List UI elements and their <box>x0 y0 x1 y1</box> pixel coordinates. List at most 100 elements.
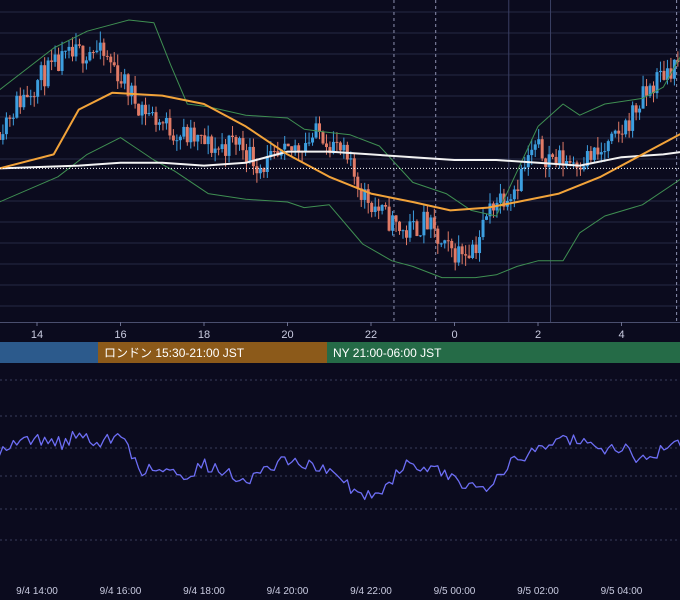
candle-up <box>391 215 395 231</box>
candle-up <box>349 158 353 160</box>
oscillator-axis-label: 9/4 14:00 <box>16 586 58 597</box>
candle-down <box>119 81 123 84</box>
candle-up <box>39 65 43 81</box>
candle-down <box>241 138 245 151</box>
candle-down <box>224 144 228 156</box>
candle-down <box>32 96 36 98</box>
candle-up <box>213 148 217 153</box>
candle-up <box>411 221 415 223</box>
candle-down <box>272 150 276 152</box>
candle-down <box>161 122 165 124</box>
candle-down <box>645 86 649 96</box>
candle-down <box>126 74 130 97</box>
candle-up <box>418 235 422 237</box>
candle-down <box>144 104 148 115</box>
candle-up <box>672 59 676 79</box>
candle-down <box>217 148 221 150</box>
session-ny-bar: NY 21:00-06:00 JST <box>327 342 680 363</box>
candle-up <box>481 219 485 238</box>
oscillator-background <box>0 368 680 600</box>
candle-down <box>109 56 113 63</box>
candle-down <box>356 176 360 189</box>
candle-up <box>457 246 461 263</box>
candle-up <box>471 244 475 259</box>
oscillator-axis-label: 9/4 16:00 <box>100 586 142 597</box>
candle-down <box>370 202 374 213</box>
candle-down <box>554 156 558 164</box>
candle-down <box>70 46 74 57</box>
candle-up <box>283 143 287 150</box>
candle-down <box>255 166 259 174</box>
candle-down <box>404 230 408 238</box>
candle-up <box>88 52 92 61</box>
candle-down <box>297 145 301 151</box>
oscillator-axis-label: 9/5 00:00 <box>434 586 476 597</box>
candle-down <box>231 135 235 137</box>
candle-up <box>220 144 224 150</box>
candle-up <box>342 144 346 151</box>
candle-down <box>596 147 600 155</box>
candle-up <box>537 139 541 145</box>
candle-up <box>624 120 628 135</box>
candle-up <box>36 80 40 97</box>
candle-up <box>11 117 15 119</box>
candle-up <box>478 237 482 254</box>
candle-down <box>467 255 471 259</box>
candle-up <box>641 86 645 109</box>
candle-up <box>182 126 186 137</box>
candle-up <box>196 134 200 142</box>
candle-up <box>29 96 33 98</box>
candle-up <box>401 230 405 232</box>
oscillator-axis-label: 9/4 20:00 <box>267 586 309 597</box>
candle-down <box>286 143 290 147</box>
moving-average-long-line <box>0 150 680 170</box>
candle-down <box>290 146 294 151</box>
time-axis-label: 20 <box>281 329 293 341</box>
candle-down <box>366 189 370 203</box>
candle-down <box>0 132 1 140</box>
candle-down <box>57 54 61 71</box>
candle-down <box>324 143 328 148</box>
candle-up <box>512 189 516 200</box>
bollinger-upper-line <box>0 19 680 217</box>
candle-down <box>50 60 54 62</box>
candle-down <box>321 131 325 144</box>
candle-up <box>592 147 596 160</box>
candle-up <box>269 150 273 157</box>
oscillator-axis-label: 9/5 04:00 <box>601 586 643 597</box>
candle-up <box>498 193 502 203</box>
candle-down <box>154 112 158 125</box>
candle-down <box>171 135 175 141</box>
time-axis-label: 18 <box>198 329 210 341</box>
candle-down <box>318 123 322 132</box>
candle-up <box>599 152 603 155</box>
candle-down <box>102 42 106 56</box>
time-axis-label: 16 <box>114 329 126 341</box>
candle-up <box>422 211 426 236</box>
candle-up <box>585 151 589 167</box>
candle-down <box>652 85 656 94</box>
oscillator-chart: 9/4 14:00 9/4 16:00 9/4 18:00 9/4 20:00 9/4 … <box>0 368 680 600</box>
candle-down <box>328 147 332 154</box>
candle-down <box>516 189 520 191</box>
candle-down <box>18 95 22 108</box>
time-axis-label: 14 <box>31 329 43 341</box>
candle-up <box>373 206 377 213</box>
candle-down <box>116 65 120 82</box>
candle-down <box>203 135 207 145</box>
candle-down <box>105 55 109 57</box>
time-axis-label: 22 <box>365 329 377 341</box>
candle-up <box>95 50 99 53</box>
candle-up <box>46 60 50 87</box>
candle-up <box>648 85 652 96</box>
candle-up <box>311 137 315 143</box>
candle-down <box>474 244 478 254</box>
candle-up <box>98 42 102 51</box>
candle-up <box>439 243 443 245</box>
candle-down <box>112 62 116 66</box>
candle-up <box>1 134 5 140</box>
oscillator-axis-label: 9/5 02:00 <box>517 586 559 597</box>
candle-down <box>335 141 339 143</box>
candle-down <box>540 139 544 159</box>
candle-up <box>658 70 662 73</box>
